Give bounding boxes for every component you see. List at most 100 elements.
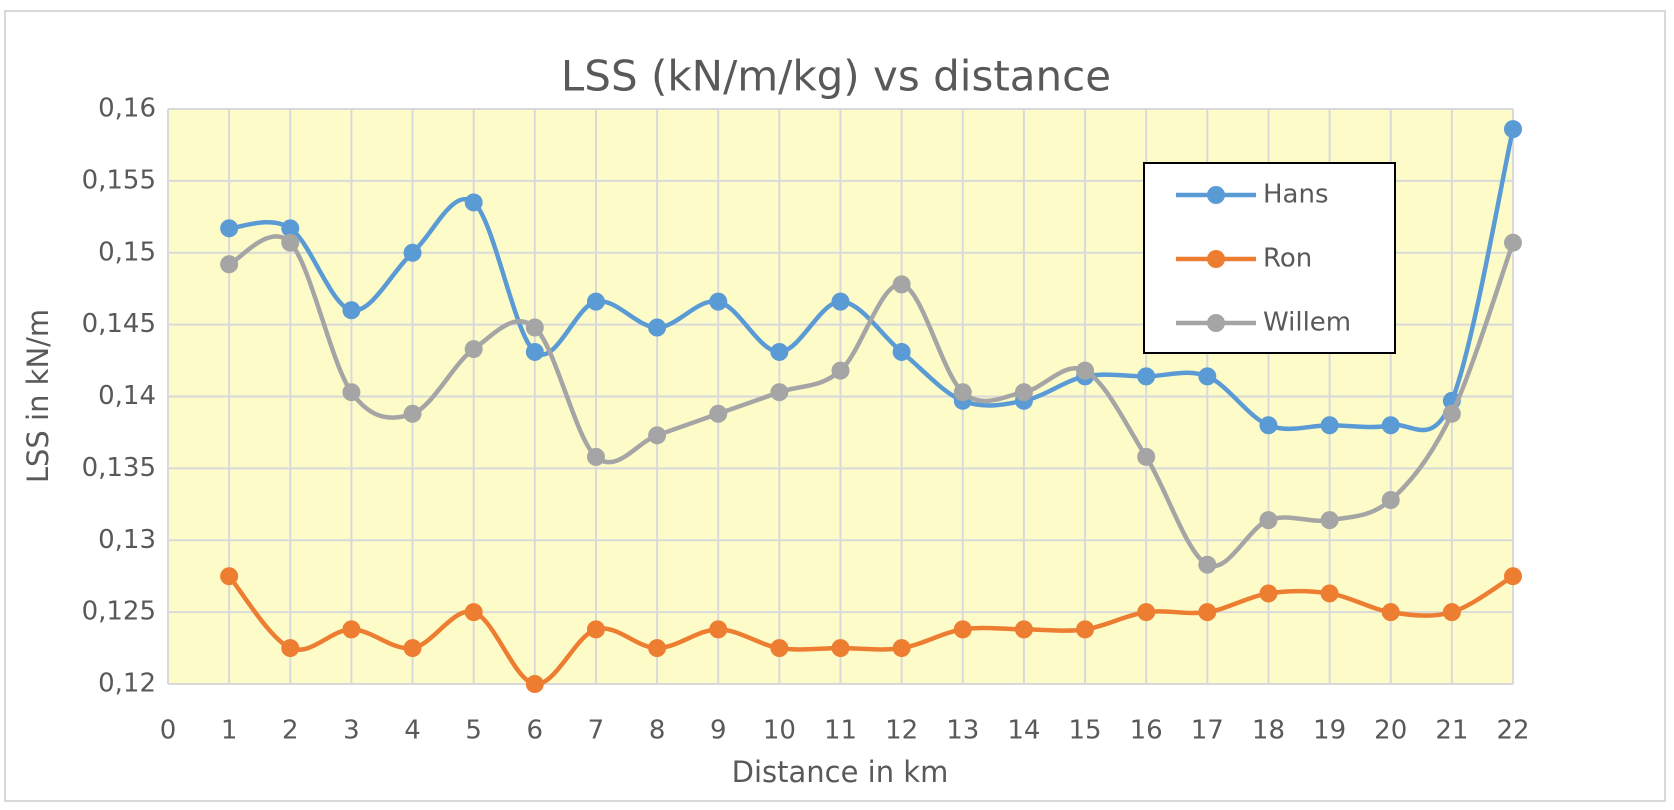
data-point [1014, 620, 1033, 639]
data-point [586, 620, 605, 639]
x-tick-label: 5 [465, 716, 482, 746]
legend-marker [1207, 314, 1225, 332]
x-tick-label: 11 [824, 716, 857, 746]
x-tick-label: 8 [649, 716, 666, 746]
data-point [1014, 383, 1033, 402]
series-line [228, 234, 1516, 569]
y-tick-label: 0,125 [82, 597, 156, 627]
data-point [403, 639, 422, 658]
y-tick-label: 0,15 [98, 237, 156, 267]
data-point [403, 404, 422, 423]
x-tick-label: 1 [221, 716, 238, 746]
data-point [1076, 620, 1095, 639]
x-tick-label: 22 [1496, 716, 1529, 746]
y-axis-label: LSS in kN/m [21, 309, 55, 483]
data-point [1137, 603, 1156, 622]
data-point [1259, 584, 1278, 603]
data-point [892, 275, 911, 294]
data-point [1259, 416, 1278, 435]
x-axis-label: Distance in km [732, 755, 949, 789]
x-tick-label: 4 [404, 716, 421, 746]
data-point [648, 426, 667, 445]
x-tick-label: 3 [343, 716, 360, 746]
x-tick-label: 20 [1374, 716, 1407, 746]
data-point [1137, 367, 1156, 386]
data-point [1504, 233, 1522, 252]
x-tick-label: 12 [885, 716, 918, 746]
data-point [1381, 491, 1400, 509]
x-tick-label: 13 [946, 716, 979, 746]
x-tick-label: 9 [710, 716, 727, 746]
x-tick-label: 2 [282, 716, 299, 746]
data-point [464, 340, 483, 359]
x-tick-label: 7 [588, 716, 605, 746]
data-point [1504, 567, 1522, 586]
y-tick-label: 0,155 [82, 165, 156, 195]
y-tick-label: 0,16 [98, 94, 156, 124]
data-point [525, 342, 544, 361]
legend-label: Ron [1263, 244, 1312, 274]
y-tick-label: 0,14 [98, 381, 156, 411]
x-tick-label: 15 [1068, 716, 1101, 746]
data-point [1320, 416, 1339, 435]
legend-marker [1207, 250, 1225, 268]
legend-label: Hans [1263, 180, 1329, 210]
data-point [831, 292, 850, 311]
data-point [648, 639, 667, 658]
data-point [403, 243, 422, 262]
y-tick-label: 0,145 [82, 309, 156, 339]
data-point [342, 383, 361, 402]
x-tick-label: 10 [763, 716, 796, 746]
data-point [1137, 447, 1156, 466]
x-tick-label: 18 [1252, 716, 1285, 746]
data-point [892, 639, 911, 658]
data-point [831, 639, 850, 658]
data-point [953, 383, 972, 402]
data-point [1198, 603, 1217, 622]
data-point [1320, 511, 1339, 530]
x-tick-label: 19 [1313, 716, 1346, 746]
x-tick-label: 21 [1435, 716, 1468, 746]
data-point [220, 219, 239, 238]
data-point [1198, 555, 1217, 574]
data-point [709, 404, 728, 423]
legend-label: Willem [1263, 308, 1351, 338]
data-point [1198, 367, 1217, 386]
data-point [709, 292, 728, 311]
x-tick-label: 16 [1130, 716, 1163, 746]
data-point [281, 639, 300, 658]
x-tick-label: 17 [1191, 716, 1224, 746]
data-point [586, 447, 605, 466]
data-point [281, 219, 300, 238]
data-point [1076, 361, 1095, 380]
x-tick-label: 14 [1007, 716, 1040, 746]
data-point [1442, 404, 1461, 423]
data-point [586, 292, 605, 311]
data-point [1442, 603, 1461, 622]
data-point [1320, 584, 1339, 603]
data-point [1381, 416, 1400, 435]
y-tick-label: 0,135 [82, 453, 156, 483]
data-point [770, 383, 789, 402]
data-point [464, 193, 483, 212]
legend-marker [1207, 186, 1225, 204]
y-tick-label: 0,13 [98, 525, 156, 555]
data-point [892, 342, 911, 361]
data-point [1381, 603, 1400, 622]
data-point [953, 620, 972, 639]
data-point [464, 603, 483, 622]
data-point [770, 342, 789, 361]
y-tick-label: 0,12 [98, 669, 156, 699]
data-point [281, 233, 300, 252]
data-point [220, 567, 239, 586]
data-point [220, 255, 239, 274]
data-point [342, 620, 361, 639]
data-point [831, 361, 850, 380]
chart-title: LSS (kN/m/kg) vs distance [561, 52, 1111, 101]
data-point [1504, 120, 1522, 139]
data-point [525, 318, 544, 337]
x-tick-label: 6 [527, 716, 544, 746]
data-point [648, 318, 667, 337]
data-point [525, 675, 544, 693]
